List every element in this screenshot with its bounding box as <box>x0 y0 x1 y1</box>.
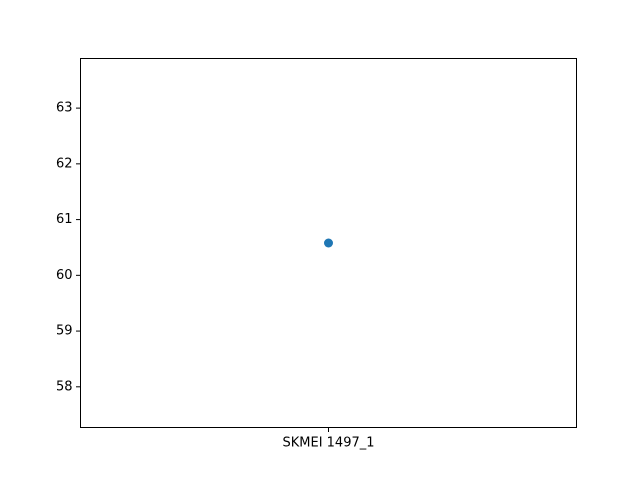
y-tick-label: 59 <box>56 324 73 339</box>
data-points <box>324 238 333 248</box>
y-tick-label: 63 <box>56 101 73 116</box>
x-tick-label: SKMEI 1497_1 <box>282 436 374 451</box>
y-axis-ticks: 58 59 60 61 62 63 <box>56 101 81 394</box>
y-tick-label: 58 <box>56 379 73 394</box>
y-tick-label: 61 <box>56 212 73 227</box>
y-tick-label: 60 <box>56 268 73 283</box>
axes-frame <box>80 58 577 428</box>
y-tick-label: 62 <box>56 156 73 171</box>
data-point <box>324 238 333 248</box>
x-axis-ticks: SKMEI 1497_1 <box>282 427 375 451</box>
